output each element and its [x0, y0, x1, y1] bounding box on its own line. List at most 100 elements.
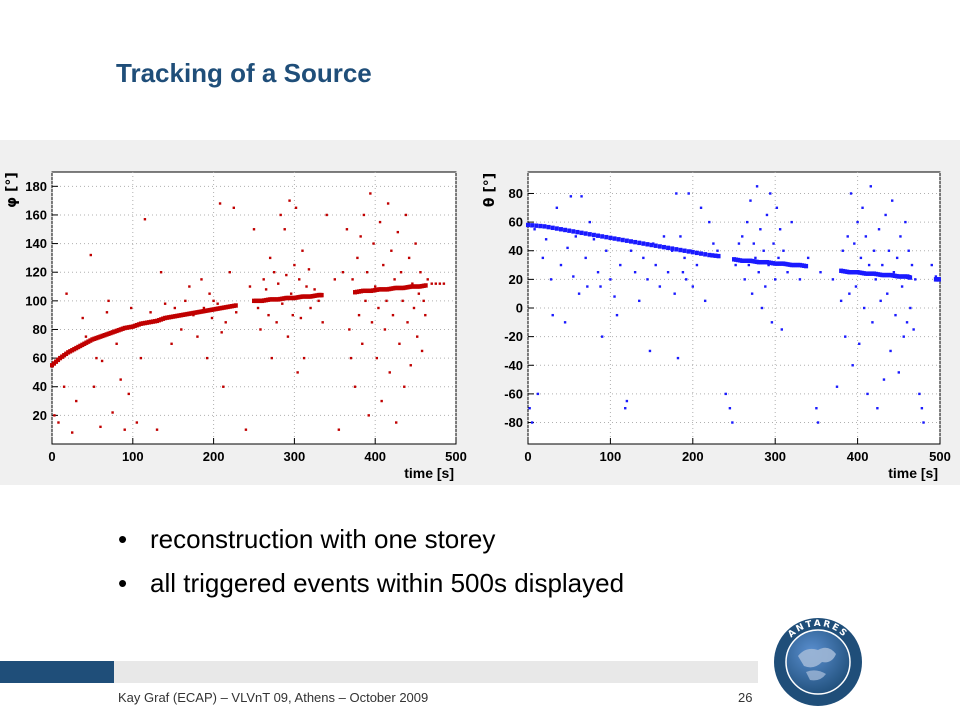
data-point — [359, 235, 362, 238]
data-point — [799, 263, 804, 268]
data-point — [382, 263, 385, 267]
data-point — [122, 325, 127, 331]
data-point — [273, 271, 276, 274]
data-point — [104, 332, 109, 337]
data-point — [314, 293, 319, 298]
data-point — [744, 258, 749, 263]
data-point — [794, 263, 797, 267]
data-point — [854, 285, 858, 288]
data-point — [53, 414, 56, 417]
data-point — [286, 335, 290, 338]
footer-accent-bar — [0, 661, 114, 683]
data-point — [259, 328, 262, 331]
data-point — [888, 272, 893, 278]
data-point — [399, 285, 404, 291]
data-point — [541, 256, 545, 260]
data-point — [153, 319, 158, 324]
x-tick-label: 500 — [445, 449, 467, 464]
data-point — [633, 239, 638, 245]
data-point — [361, 288, 366, 294]
data-point — [849, 192, 853, 195]
data-point — [276, 297, 281, 302]
data-point — [56, 357, 61, 363]
data-point — [313, 288, 316, 291]
chart-2: 0 100 200 300 400 500 -80 -60 -40 -20 0 20 40 60 80 tim… — [482, 171, 951, 481]
data-point — [307, 268, 311, 271]
data-point — [844, 335, 847, 338]
data-point — [210, 316, 214, 320]
data-point — [777, 261, 782, 266]
data-point — [381, 287, 386, 292]
data-point — [375, 356, 379, 360]
data-point — [762, 259, 767, 265]
data-point — [434, 282, 437, 285]
data-point — [155, 318, 160, 324]
data-point — [409, 364, 412, 367]
data-point — [746, 258, 751, 263]
data-point — [798, 278, 802, 281]
data-point — [620, 237, 625, 243]
y-tick-label: -80 — [504, 415, 523, 430]
data-point — [280, 296, 285, 301]
data-point — [678, 247, 683, 253]
data-point — [641, 241, 646, 246]
data-point — [420, 349, 424, 353]
data-point — [666, 245, 671, 251]
data-point — [839, 299, 843, 303]
data-point — [894, 313, 897, 317]
data-point — [270, 297, 275, 302]
data-point — [673, 292, 676, 295]
data-point — [563, 321, 567, 324]
data-point — [682, 248, 687, 253]
data-point — [345, 228, 349, 231]
data-point — [357, 313, 361, 317]
data-point — [918, 392, 921, 396]
x-tick-label: 400 — [364, 449, 386, 464]
data-point — [869, 185, 872, 188]
data-point — [675, 192, 678, 195]
data-point — [387, 286, 392, 292]
data-point — [220, 331, 223, 334]
data-point — [256, 306, 260, 310]
data-point — [551, 313, 554, 317]
data-point — [217, 306, 222, 311]
data-point — [71, 431, 74, 434]
data-point — [767, 263, 770, 267]
data-point — [648, 349, 652, 353]
data-point — [571, 229, 576, 234]
data-point — [851, 364, 854, 367]
data-point — [554, 226, 559, 231]
data-point — [406, 321, 409, 324]
data-point — [254, 298, 259, 304]
data-point — [629, 239, 633, 244]
data-point — [882, 378, 886, 381]
data-point — [404, 213, 408, 217]
data-point — [385, 287, 390, 292]
data-point — [530, 223, 535, 228]
data-point — [853, 270, 858, 275]
data-point — [379, 287, 384, 292]
data-point — [374, 285, 377, 288]
data-point — [119, 378, 122, 381]
data-point — [426, 278, 429, 281]
data-point — [872, 271, 877, 276]
data-point — [625, 399, 629, 403]
data-point — [574, 235, 577, 238]
data-point — [865, 271, 870, 276]
y-tick-label: -20 — [504, 329, 523, 344]
data-point — [114, 328, 119, 334]
data-point — [430, 282, 433, 285]
data-point — [765, 213, 769, 217]
data-point — [845, 269, 850, 275]
data-point — [365, 288, 370, 294]
data-point — [380, 399, 383, 403]
data-point — [699, 251, 704, 256]
data-point — [716, 253, 721, 259]
data-point — [754, 256, 757, 260]
data-point — [216, 302, 219, 305]
data-point — [405, 285, 410, 290]
data-point — [653, 243, 658, 248]
data-point — [791, 262, 796, 268]
data-point — [296, 295, 301, 300]
data-point — [375, 287, 380, 292]
